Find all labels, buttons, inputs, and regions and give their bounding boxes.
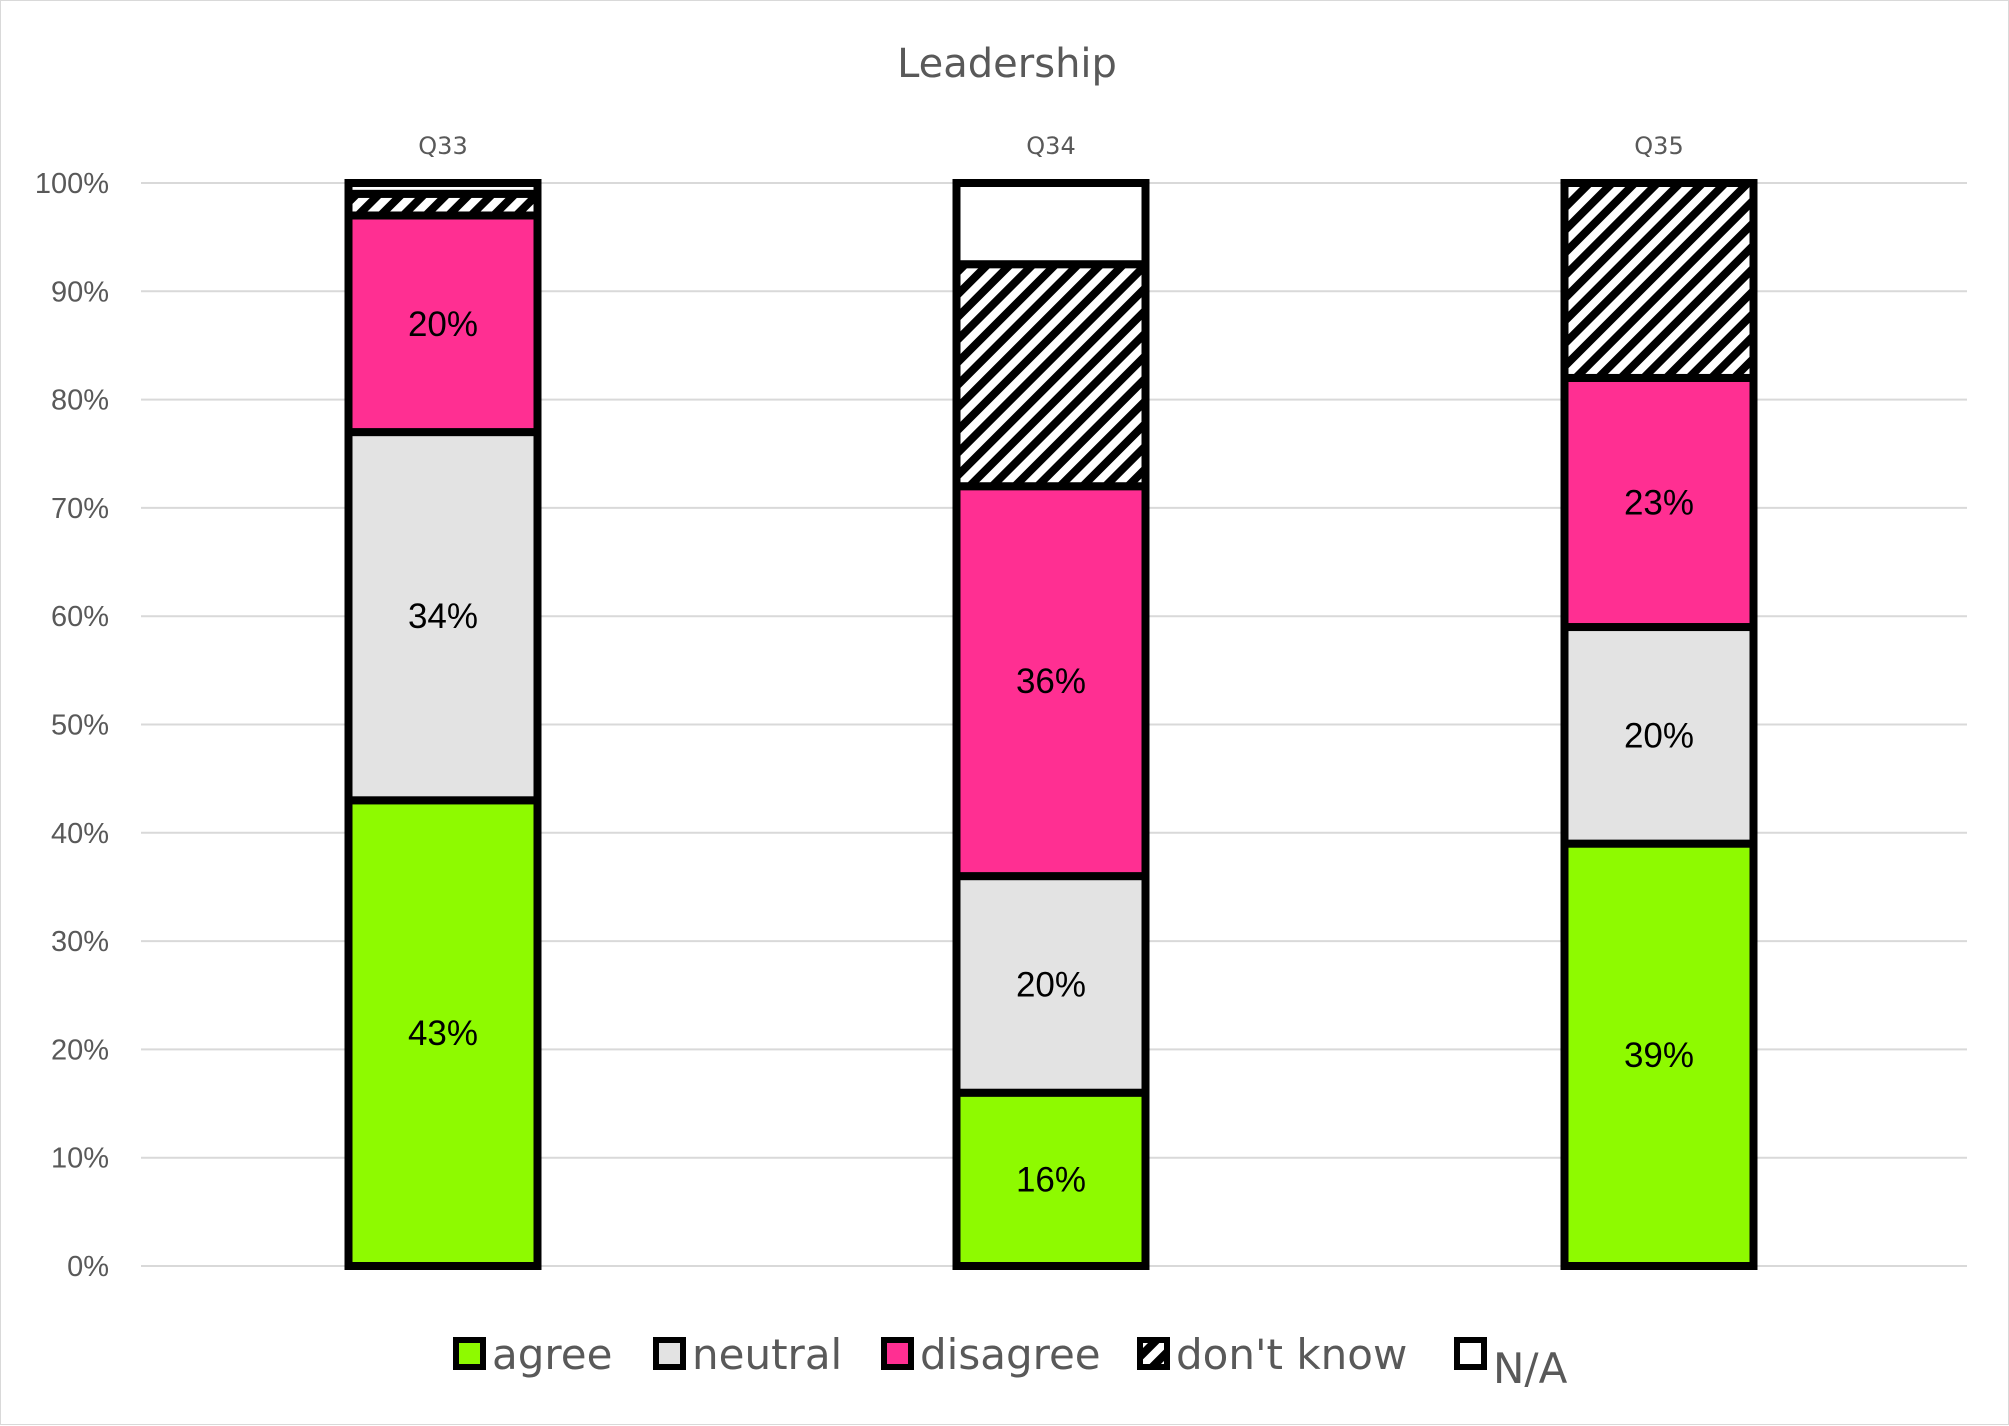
legend-item-neutral: neutral: [653, 1330, 842, 1379]
legend-label-n-a: N/A: [1493, 1344, 1568, 1393]
legend-label-agree: agree: [492, 1330, 612, 1379]
data-label-q33-neutral: 34%: [408, 597, 478, 636]
data-label-q35-agree: 39%: [1624, 1036, 1694, 1075]
y-tick-label: 40%: [51, 818, 109, 850]
category-label-q35: Q35: [1634, 132, 1683, 160]
y-tick-label: 70%: [51, 493, 109, 525]
y-tick-label: 0%: [67, 1251, 109, 1283]
y-tick-label: 80%: [51, 385, 109, 417]
legend-label-disagree: disagree: [920, 1330, 1101, 1379]
legend-swatch-don-t-know: [1137, 1337, 1170, 1370]
data-labels: 43% 34% 20% 16% 20% 36% 39% 20% 23%: [408, 305, 1694, 1200]
y-tick-label: 60%: [51, 601, 109, 633]
y-tick-label: 100%: [35, 168, 109, 200]
legend-item-n-a: N/A: [1454, 1337, 1568, 1393]
legend-item-agree: agree: [453, 1330, 612, 1379]
bar-segment-q35-disagree: [1560, 373, 1758, 632]
legend-swatch-agree: [453, 1337, 486, 1370]
legend-label-don-t-know: don't know: [1176, 1330, 1407, 1379]
category-label-q33: Q33: [418, 132, 467, 160]
y-tick-label: 10%: [51, 1143, 109, 1175]
bar-segment-q34-neutral: [952, 872, 1150, 1097]
data-label-q34-neutral: 20%: [1016, 965, 1086, 1004]
bar-segment-q33-n-a: [344, 179, 542, 198]
bar-segment-q33-neutral: [344, 428, 542, 805]
y-axis-ticks: 0% 10% 20% 30% 40% 50% 60% 70% 80% 90% 100%: [35, 168, 109, 1283]
bar-segment-q35-agree: [1560, 839, 1758, 1270]
data-label-q33-agree: 43%: [408, 1014, 478, 1053]
legend-item-don-t-know: don't know: [1137, 1330, 1407, 1379]
legend-swatch-n-a: [1454, 1337, 1487, 1370]
legend-swatch-neutral: [653, 1337, 686, 1370]
bar-segment-q34-disagree: [952, 482, 1150, 881]
bars: [344, 179, 1758, 1270]
bar-segment-q34-n-a: [952, 179, 1150, 269]
y-tick-label: 50%: [51, 710, 109, 742]
data-label-q33-disagree: 20%: [408, 305, 478, 344]
category-label-q34: Q34: [1026, 132, 1075, 160]
legend: agree neutral disagree don't know N/A: [453, 1330, 1568, 1393]
legend-swatch-disagree: [881, 1337, 914, 1370]
bar-segment-q34-agree: [952, 1088, 1150, 1270]
category-labels: Q33 Q34 Q35: [418, 132, 1683, 160]
bar-segment-q35-don-t-know: [1560, 179, 1758, 382]
y-tick-label: 30%: [51, 926, 109, 958]
bar-segment-q35-neutral: [1560, 623, 1758, 848]
y-tick-label: 20%: [51, 1034, 109, 1066]
bar-segment-q33-disagree: [344, 211, 542, 437]
data-label-q34-agree: 16%: [1016, 1160, 1086, 1199]
bar-segment-q33-agree: [344, 796, 542, 1270]
data-label-q35-disagree: 23%: [1624, 483, 1694, 522]
legend-label-neutral: neutral: [692, 1330, 842, 1379]
bar-segment-q34-don-t-know: [952, 260, 1150, 491]
legend-item-disagree: disagree: [881, 1330, 1101, 1379]
data-label-q34-disagree: 36%: [1016, 662, 1086, 701]
chart-title: Leadership: [897, 41, 1117, 87]
data-label-q35-neutral: 20%: [1624, 716, 1694, 755]
y-tick-label: 90%: [51, 276, 109, 308]
